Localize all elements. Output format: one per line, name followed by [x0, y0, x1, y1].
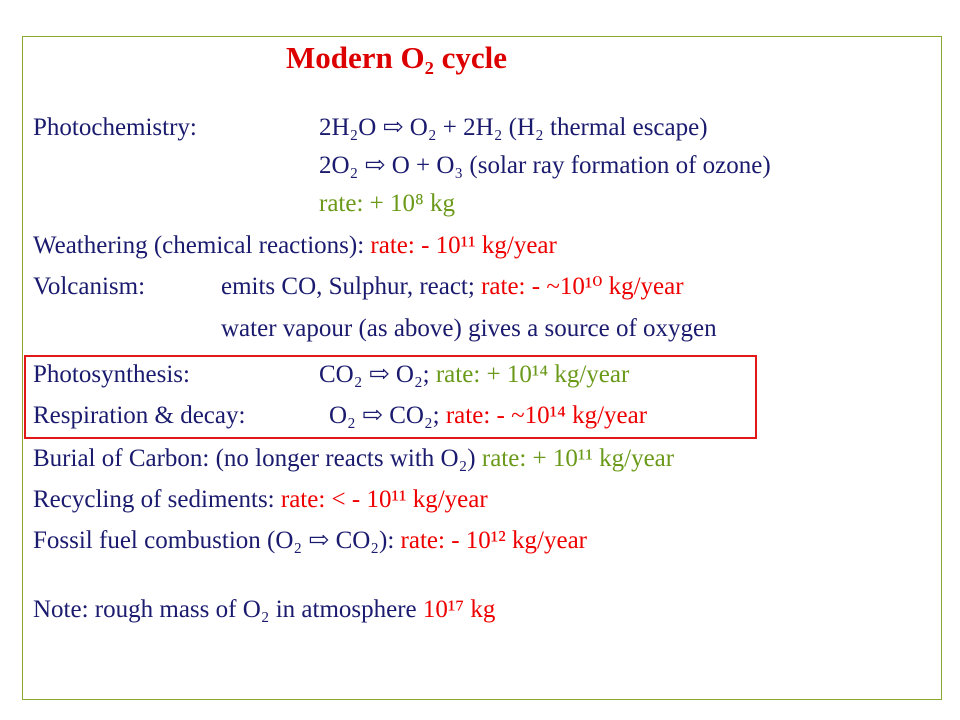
fossil-label: Fossil fuel combustion (O₂ ⇨ CO₂): — [33, 527, 395, 554]
highlight-box — [24, 355, 757, 439]
photochem-rate: rate: + 10⁸ kg — [319, 190, 455, 217]
slide-title: Modern O₂ cycle — [286, 40, 507, 76]
volcanism-label: Volcanism: — [33, 273, 146, 300]
volcanism-row: emits CO, Sulphur, react; rate: - ~10¹⁰ … — [221, 272, 684, 302]
recycling-label: Recycling of sediments: — [33, 486, 275, 513]
fossil-rate: rate: - 10¹² kg/year — [400, 527, 587, 554]
recycling-row: Recycling of sediments: rate: < - 10¹¹ k… — [33, 485, 488, 515]
burial-rate: rate: + 10¹¹ kg/year — [481, 445, 675, 472]
note-label: Note: rough mass of O₂ in atmosphere — [33, 596, 417, 623]
weathering-row: Weathering (chemical reactions): rate: -… — [33, 231, 557, 261]
volcanism-text: emits CO, Sulphur, react; — [221, 273, 475, 300]
title-text: Modern O₂ cycle — [286, 40, 508, 75]
photosynthesis-label: Photosynthesis: — [33, 361, 190, 388]
respiration-label: Respiration & decay: — [33, 402, 246, 429]
respiration-row: O₂ ⇨ CO₂; rate: - ~10¹⁴ kg/year — [329, 401, 647, 431]
photochem-eq2: 2O₂ ⇨ O + O₃ (solar ray formation of ozo… — [319, 152, 771, 179]
fossil-row: Fossil fuel combustion (O₂ ⇨ CO₂): rate:… — [33, 526, 587, 556]
weathering-label: Weathering (chemical reactions): — [33, 232, 365, 259]
burial-row: Burial of Carbon: (no longer reacts with… — [33, 444, 674, 474]
volcanism-rate: rate: - ~10¹⁰ kg/year — [481, 273, 684, 300]
volcanism-text2: water vapour (as above) gives a source o… — [221, 315, 717, 342]
note-value: 10¹⁷ kg — [422, 596, 496, 623]
photosynthesis-row: CO₂ ⇨ O₂; rate: + 10¹⁴ kg/year — [319, 360, 629, 390]
burial-label: Burial of Carbon: (no longer reacts with… — [33, 445, 476, 472]
photosynthesis-rate: rate: + 10¹⁴ kg/year — [435, 361, 630, 388]
photochem-eq1: 2H₂O ⇨ O₂ + 2H₂ (H₂ thermal escape) — [319, 114, 708, 141]
photosynthesis-eq: CO₂ ⇨ O₂; — [319, 361, 430, 388]
note-row: Note: rough mass of O₂ in atmosphere 10¹… — [33, 595, 495, 625]
slide-frame — [22, 36, 942, 700]
respiration-rate: rate: - ~10¹⁴ kg/year — [445, 402, 648, 429]
recycling-rate: rate: < - 10¹¹ kg/year — [280, 486, 488, 513]
weathering-rate: rate: - 10¹¹ kg/year — [370, 232, 557, 259]
photochem-label: Photochemistry: — [33, 114, 197, 141]
respiration-eq: O₂ ⇨ CO₂; — [329, 402, 440, 429]
